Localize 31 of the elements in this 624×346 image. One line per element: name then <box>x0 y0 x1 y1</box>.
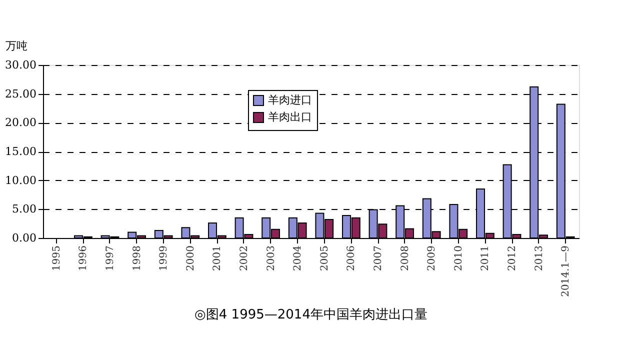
x-tick-label: 2004 <box>292 246 304 271</box>
legend-label: 羊肉进口 <box>268 94 312 106</box>
x-tick-label: 2013 <box>534 246 545 271</box>
x-tick-label: 1999 <box>158 246 170 271</box>
x-tick-label: 2000 <box>185 246 196 271</box>
x-tick-label: 2007 <box>373 246 384 271</box>
y-tick-label: 20.00 <box>5 116 36 130</box>
y-tick-label: 25.00 <box>5 87 36 100</box>
x-tick-label: 1995 <box>51 246 62 271</box>
x-tick-label: 1996 <box>78 246 90 271</box>
y-tick-label: 15.00 <box>5 145 36 158</box>
x-tick-label: 2010 <box>453 246 464 271</box>
x-tick-label: 2009 <box>426 246 438 271</box>
x-tick-label: 2014.1—9 <box>560 246 572 297</box>
x-tick-label: 2005 <box>319 246 330 271</box>
x-tick-label: 2003 <box>266 246 277 271</box>
x-tick-label: 1998 <box>132 246 143 271</box>
legend-label: 羊肉出口 <box>268 110 312 124</box>
text: ◎图4 1995—2014年中国羊肉进出口量 <box>194 307 428 322</box>
y-tick-label: 10.00 <box>5 174 36 187</box>
x-tick-label: 1997 <box>105 246 116 271</box>
x-tick-label: 2008 <box>400 246 411 271</box>
y-tick-label: 0.00 <box>12 232 36 244</box>
y-tick-label: 5.00 <box>12 202 36 216</box>
y-axis-title: 万吨 <box>6 40 28 52</box>
x-tick-label: 2002 <box>239 246 250 271</box>
x-tick-label: 2001 <box>212 246 224 271</box>
x-tick-label: 2011 <box>480 246 492 271</box>
x-tick-label: 2012 <box>507 246 518 271</box>
y-tick-label: 30.00 <box>5 58 36 72</box>
x-tick-label: 2006 <box>346 246 358 271</box>
